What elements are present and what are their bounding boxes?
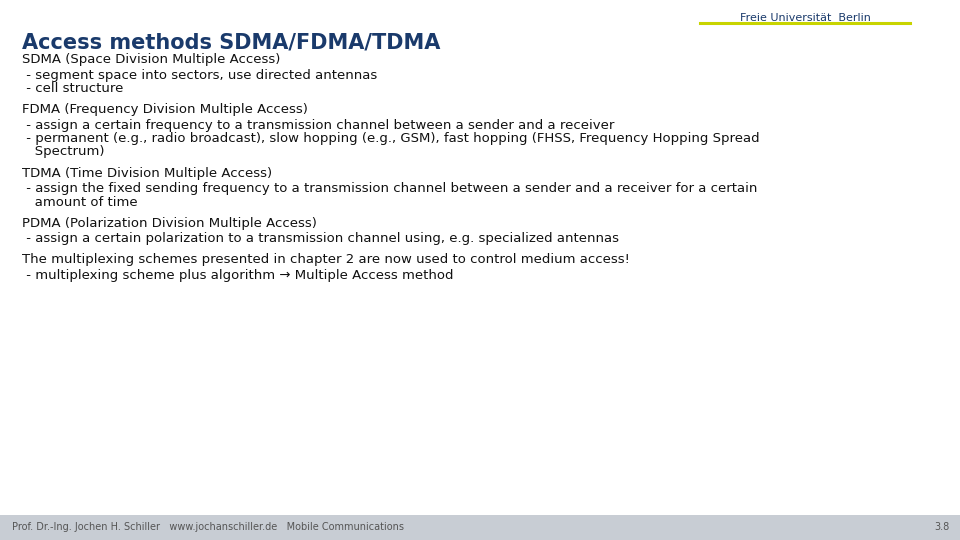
Text: Prof. Dr.-Ing. Jochen H. Schiller   www.jochanschiller.de   Mobile Communication: Prof. Dr.-Ing. Jochen H. Schiller www.jo… [12, 523, 404, 532]
Text: TDMA (Time Division Multiple Access): TDMA (Time Division Multiple Access) [22, 166, 272, 179]
Text: PDMA (Polarization Division Multiple Access): PDMA (Polarization Division Multiple Acc… [22, 217, 317, 230]
Text: Spectrum): Spectrum) [22, 145, 105, 159]
Text: FDMA (Frequency Division Multiple Access): FDMA (Frequency Division Multiple Access… [22, 103, 308, 116]
Text: - permanent (e.g., radio broadcast), slow hopping (e.g., GSM), fast hopping (FHS: - permanent (e.g., radio broadcast), slo… [22, 132, 759, 145]
Text: - segment space into sectors, use directed antennas: - segment space into sectors, use direct… [22, 69, 377, 82]
Text: 3.8: 3.8 [935, 523, 950, 532]
Text: Freie Universität  Berlin: Freie Universität Berlin [739, 13, 871, 23]
Text: SDMA (Space Division Multiple Access): SDMA (Space Division Multiple Access) [22, 53, 280, 66]
Text: - assign a certain polarization to a transmission channel using, e.g. specialize: - assign a certain polarization to a tra… [22, 232, 619, 245]
Text: - assign the fixed sending frequency to a transmission channel between a sender : - assign the fixed sending frequency to … [22, 182, 757, 195]
Text: - cell structure: - cell structure [22, 82, 124, 95]
Text: Access methods SDMA/FDMA/TDMA: Access methods SDMA/FDMA/TDMA [22, 33, 441, 53]
Text: The multiplexing schemes presented in chapter 2 are now used to control medium a: The multiplexing schemes presented in ch… [22, 253, 630, 266]
Bar [0, 515, 960, 540]
Text: amount of time: amount of time [22, 195, 137, 208]
Text: - multiplexing scheme plus algorithm → Multiple Access method: - multiplexing scheme plus algorithm → M… [22, 268, 453, 281]
Text: - assign a certain frequency to a transmission channel between a sender and a re: - assign a certain frequency to a transm… [22, 118, 614, 132]
